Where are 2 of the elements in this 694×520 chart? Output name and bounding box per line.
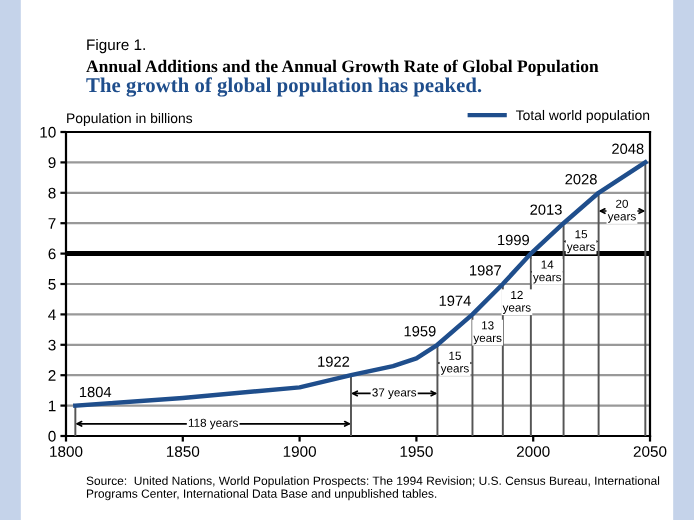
chart-title: Annual Additions and the Annual Growth Rate of Global Population bbox=[86, 59, 599, 76]
chart-subtitle: The growth of global population has peaked. bbox=[86, 77, 482, 97]
